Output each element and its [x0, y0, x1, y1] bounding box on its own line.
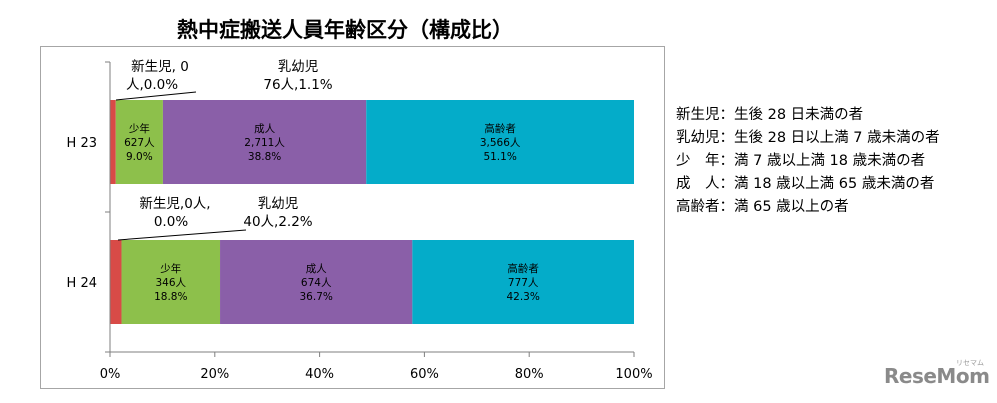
data-label-H23-少年-2: 9.0%	[126, 151, 153, 163]
x-tick-label-4: 80%	[515, 367, 544, 382]
data-label-H23-高齢者-1: 3,566人	[480, 137, 521, 149]
age-category-notes: 新生児：生後 28 日未満の者 乳幼児：生後 28 日以上満 7 歳未満の者 少…	[676, 104, 940, 219]
data-label-H23-少年-1: 627人	[124, 137, 155, 149]
bar-H24-成人	[220, 240, 413, 324]
bar-H23-乳幼児	[110, 100, 116, 184]
note-youth: 少 年：満 7 歳以上満 18 歳未満の者	[676, 153, 926, 169]
data-label-H23-高齢者-0: 高齢者	[484, 122, 516, 135]
category-label-H24: H 24	[67, 276, 97, 291]
chart-frame	[40, 46, 665, 389]
note-elderly: 高齢者：満 65 歳以上の者	[676, 199, 849, 215]
data-label-H23-高齢者-2: 51.1%	[483, 151, 516, 163]
data-label-H24-高齢者-0: 高齢者	[507, 262, 539, 275]
note-infant: 乳幼児：生後 28 日以上満 7 歳未満の者	[676, 130, 940, 146]
x-tick-label-0: 0%	[100, 367, 121, 382]
resemom-logo-sub: リセマム	[956, 359, 984, 367]
data-label-H24-高齢者-1: 777人	[508, 277, 539, 289]
data-label-H24-高齢者-2: 42.3%	[506, 291, 539, 303]
data-label-H23-成人-1: 2,711人	[244, 137, 285, 149]
leader-line-H23-infant	[115, 91, 197, 101]
x-tick-label-1: 20%	[200, 367, 229, 382]
callout-label-H24-乳幼児-0: 乳幼児	[258, 196, 299, 212]
x-tick-label-5: 100%	[615, 367, 652, 382]
data-label-H24-成人-1: 674人	[301, 277, 332, 289]
chart-title: 熱中症搬送人員年齢区分（構成比）	[177, 18, 513, 42]
callout-label-H24-新生児-1: 0.0%	[154, 214, 188, 230]
data-label-H23-少年-0: 少年	[129, 122, 150, 135]
bar-H24-乳幼児	[110, 240, 122, 324]
leader-line-H24-infant	[117, 229, 247, 241]
bar-H24-高齢者	[412, 240, 634, 324]
resemom-logo: ReseMom	[884, 364, 990, 388]
callout-label-H24-新生児-0: 新生児,0人,	[139, 196, 210, 212]
callout-label-H23-新生児-0: 新生児, 0	[131, 59, 189, 75]
data-label-H24-成人-2: 36.7%	[300, 291, 333, 303]
bar-H23-高齢者	[366, 100, 634, 184]
note-newborn: 新生児：生後 28 日未満の者	[676, 107, 864, 123]
category-label-H23: H 23	[67, 136, 97, 151]
data-label-H24-少年-0: 少年	[160, 262, 181, 275]
axis-layer: 0% 20% 40% 60% 80% 100% H 23 H 24	[67, 61, 653, 382]
callout-label-H23-乳幼児-1: 76人,1.1%	[263, 77, 332, 93]
callouts-layer: 新生児, 0 人,0.0% 乳幼児 76人,1.1% 新生児,0人, 0.0% 乳幼児 40人…	[115, 59, 333, 241]
data-label-H24-成人-0: 成人	[306, 263, 327, 275]
data-label-H23-成人-2: 38.8%	[248, 151, 281, 163]
callout-label-H23-新生児-1: 人,0.0%	[126, 77, 178, 93]
bar-H23-成人	[162, 100, 367, 184]
bar-H23-少年	[115, 100, 163, 184]
bars-layer	[110, 100, 634, 324]
bar-H24-少年	[121, 240, 221, 324]
data-label-H24-少年-2: 18.8%	[154, 291, 187, 303]
data-label-H23-成人-0: 成人	[254, 123, 275, 135]
x-tick-label-2: 40%	[305, 367, 334, 382]
callout-label-H23-乳幼児-0: 乳幼児	[278, 59, 319, 75]
labels-layer: 少年 627人 9.0% 成人 2,711人 38.8% 高齢者 3,566人 51.1% 少年 3…	[124, 122, 540, 303]
note-adult: 成 人：満 18 歳以上満 65 歳未満の者	[676, 176, 935, 192]
callout-label-H24-乳幼児-1: 40人,2.2%	[243, 214, 312, 230]
x-tick-label-3: 60%	[410, 367, 439, 382]
data-label-H24-少年-1: 346人	[156, 277, 187, 289]
